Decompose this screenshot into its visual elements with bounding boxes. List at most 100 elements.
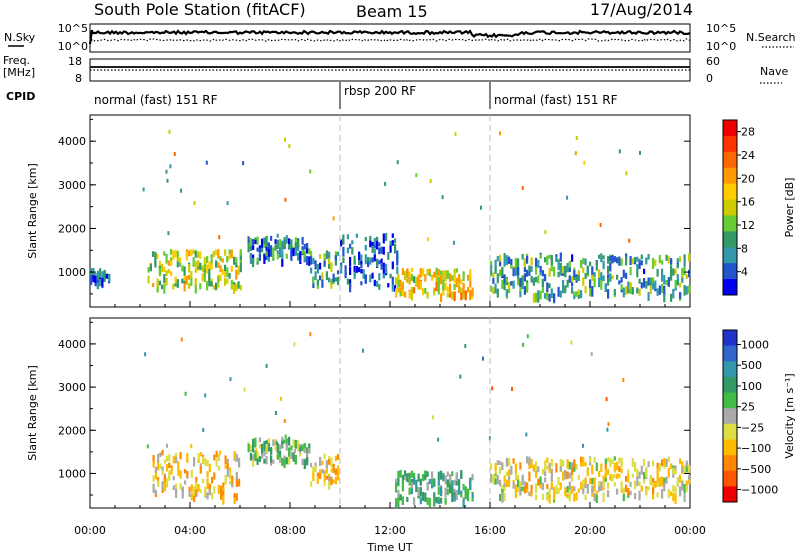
range-cell <box>344 271 347 279</box>
range-cell <box>580 456 583 463</box>
x-tick-label: 16:00 <box>474 524 506 537</box>
range-cell <box>252 254 255 259</box>
range-cell <box>573 486 576 492</box>
scatter-patch <box>490 252 691 304</box>
range-cell <box>247 246 250 253</box>
range-cell <box>211 476 214 484</box>
noise-tick-left-bottom: 10^0 <box>58 40 88 53</box>
range-cell <box>548 464 551 473</box>
range-cell <box>490 285 493 292</box>
range-cell <box>557 260 560 271</box>
range-cell <box>645 257 648 265</box>
nave-tick-bottom: 0 <box>706 72 713 85</box>
range-cell <box>378 247 381 255</box>
range-cell <box>247 241 250 251</box>
range-cell <box>396 266 399 274</box>
range-cell <box>440 270 443 275</box>
range-cell <box>276 254 279 260</box>
range-cell <box>654 280 657 289</box>
range-cell <box>571 254 574 262</box>
y-tick-label: 2000 <box>58 222 86 235</box>
range-cell <box>620 259 623 266</box>
range-cell <box>319 254 322 259</box>
range-cell <box>252 258 255 268</box>
range-cell <box>369 274 372 283</box>
range-cell <box>431 479 434 486</box>
range-cell <box>208 483 211 489</box>
range-cell <box>645 466 648 477</box>
range-cell <box>449 289 452 295</box>
range-cell <box>292 439 295 448</box>
range-cell <box>532 464 535 472</box>
range-cell <box>451 291 454 300</box>
x-tick-label: 20:00 <box>574 524 606 537</box>
range-cell <box>428 272 431 277</box>
range-cell <box>165 277 168 286</box>
range-cell <box>328 459 331 465</box>
range-cell <box>613 456 616 461</box>
range-cell <box>384 181 387 186</box>
range-cell <box>674 279 677 289</box>
range-cell <box>183 278 186 284</box>
range-cell <box>688 269 691 278</box>
range-cell <box>181 278 184 284</box>
range-cell <box>582 267 585 273</box>
range-cell <box>562 280 565 290</box>
range-cell <box>508 288 511 294</box>
range-cell <box>532 278 535 286</box>
range-cell <box>620 284 623 290</box>
range-cell <box>401 284 404 290</box>
range-cell <box>174 249 177 258</box>
range-cell <box>584 479 587 484</box>
range-cell <box>523 481 526 490</box>
range-cell <box>595 462 598 472</box>
range-cell <box>358 251 361 260</box>
range-cell <box>446 488 449 495</box>
range-cell <box>512 267 515 277</box>
noise-search-line <box>89 38 691 45</box>
range-cell <box>442 472 445 482</box>
range-cell <box>566 493 569 499</box>
range-cell <box>156 283 159 293</box>
range-cell <box>397 285 400 290</box>
plot-frame <box>89 317 691 509</box>
range-cell <box>490 474 493 483</box>
range-cell <box>219 450 222 455</box>
range-cell <box>184 469 187 474</box>
range-cell <box>230 249 233 259</box>
range-cell <box>546 484 549 489</box>
range-cell <box>364 237 367 242</box>
range-cell <box>471 493 474 499</box>
range-cell <box>426 482 429 491</box>
range-cell <box>550 481 553 488</box>
range-cell <box>467 274 470 281</box>
range-cell <box>437 471 440 481</box>
range-cell <box>571 286 574 294</box>
range-cell <box>510 261 513 269</box>
range-cell <box>397 279 400 287</box>
range-cell <box>371 272 374 279</box>
range-cell <box>358 259 361 265</box>
range-cell <box>605 397 608 402</box>
range-cell <box>308 448 311 454</box>
range-cell <box>382 262 385 268</box>
range-cell <box>373 248 376 258</box>
range-cell <box>179 257 182 267</box>
range-cell <box>446 286 449 293</box>
range-cell <box>688 479 691 485</box>
range-cell <box>154 489 157 495</box>
range-cell <box>670 258 673 265</box>
range-cell <box>256 257 259 262</box>
range-cell <box>528 471 531 482</box>
colorbar-swatch <box>723 167 737 185</box>
range-cell <box>625 256 628 266</box>
range-cell <box>94 276 97 284</box>
range-cell <box>284 137 286 142</box>
range-cell <box>337 465 340 473</box>
range-cell <box>629 490 632 496</box>
range-cell <box>142 187 145 192</box>
range-cell <box>530 266 533 272</box>
range-cell <box>252 245 255 250</box>
range-cell <box>340 264 343 274</box>
range-cell <box>638 288 641 296</box>
